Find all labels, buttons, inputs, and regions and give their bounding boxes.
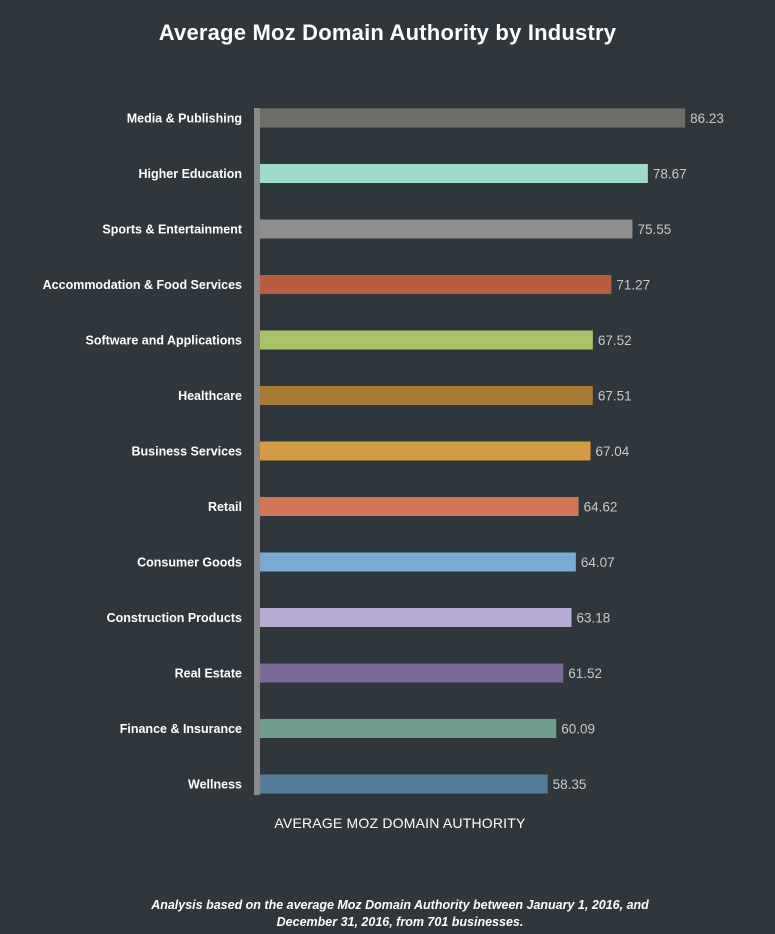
value-label: 60.09: [561, 722, 595, 737]
bar: [260, 108, 686, 128]
chart-title: Average Moz Domain Authority by Industry: [158, 20, 617, 45]
category-label: Accommodation & Food Services: [43, 278, 242, 292]
category-label: Real Estate: [175, 667, 242, 681]
value-label: 61.52: [568, 666, 602, 681]
value-label: 67.04: [596, 444, 630, 459]
category-label: Finance & Insurance: [120, 722, 242, 736]
bar: [260, 497, 579, 516]
value-label: 67.51: [598, 389, 632, 404]
category-label: Healthcare: [178, 389, 242, 403]
bar: [260, 275, 612, 294]
category-label: Higher Education: [139, 167, 242, 181]
bar: [260, 608, 572, 627]
value-label: 86.23: [690, 111, 724, 126]
category-label: Sports & Entertainment: [102, 223, 242, 237]
footnote: Analysis based on the average Moz Domain…: [151, 898, 649, 929]
value-label: 78.67: [653, 167, 687, 182]
value-label: 64.07: [581, 555, 615, 570]
value-label: 67.52: [598, 333, 632, 348]
category-label: Consumer Goods: [137, 556, 242, 570]
bar: [260, 164, 648, 183]
value-label: 71.27: [616, 278, 650, 293]
bar: [260, 441, 591, 461]
bar: [260, 663, 564, 683]
bar: [260, 719, 557, 738]
category-label: Retail: [208, 500, 242, 514]
bar: [260, 330, 593, 350]
bar: [260, 552, 576, 572]
bar: [260, 219, 633, 239]
x-axis-label: AVERAGE MOZ DOMAIN AUTHORITY: [274, 815, 526, 831]
bar: [260, 386, 593, 405]
bar: [260, 774, 548, 794]
y-axis-line: [254, 108, 260, 795]
category-label: Wellness: [188, 778, 242, 792]
category-label: Business Services: [132, 445, 243, 459]
value-label: 64.62: [584, 500, 618, 515]
value-label: 63.18: [576, 611, 610, 626]
value-label: 58.35: [553, 777, 587, 792]
value-label: 75.55: [637, 222, 671, 237]
category-label: Construction Products: [107, 611, 242, 625]
category-label: Media & Publishing: [127, 112, 242, 126]
category-label: Software and Applications: [85, 334, 242, 348]
